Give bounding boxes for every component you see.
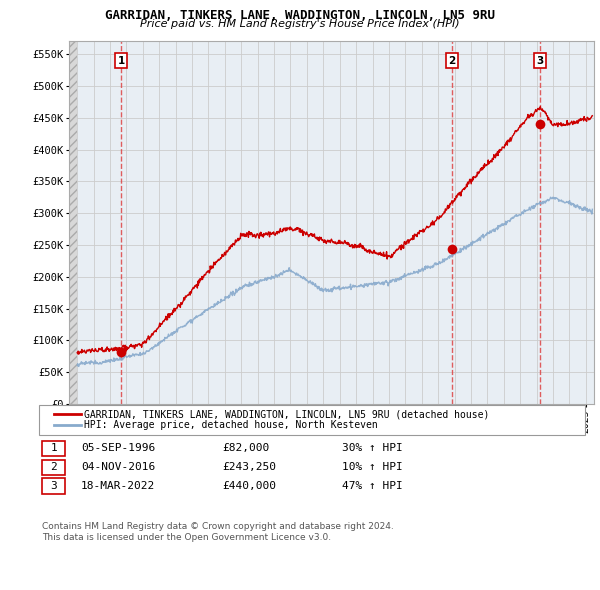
Text: 10% ↑ HPI: 10% ↑ HPI <box>342 463 403 472</box>
Text: Contains HM Land Registry data © Crown copyright and database right 2024.
This d: Contains HM Land Registry data © Crown c… <box>42 522 394 542</box>
Text: 47% ↑ HPI: 47% ↑ HPI <box>342 481 403 491</box>
Text: GARRIDAN, TINKERS LANE, WADDINGTON, LINCOLN, LN5 9RU: GARRIDAN, TINKERS LANE, WADDINGTON, LINC… <box>105 9 495 22</box>
Text: £243,250: £243,250 <box>222 463 276 472</box>
Text: 1: 1 <box>50 444 57 453</box>
Text: GARRIDAN, TINKERS LANE, WADDINGTON, LINCOLN, LN5 9RU (detached house): GARRIDAN, TINKERS LANE, WADDINGTON, LINC… <box>84 409 490 419</box>
Text: 2: 2 <box>448 56 455 66</box>
Text: £82,000: £82,000 <box>222 444 269 453</box>
Text: 1: 1 <box>118 56 125 66</box>
Text: 3: 3 <box>50 481 57 491</box>
Text: 04-NOV-2016: 04-NOV-2016 <box>81 463 155 472</box>
Text: £440,000: £440,000 <box>222 481 276 491</box>
Text: 18-MAR-2022: 18-MAR-2022 <box>81 481 155 491</box>
Text: Price paid vs. HM Land Registry's House Price Index (HPI): Price paid vs. HM Land Registry's House … <box>140 19 460 30</box>
Bar <box>69 41 77 404</box>
Text: HPI: Average price, detached house, North Kesteven: HPI: Average price, detached house, Nort… <box>84 421 378 430</box>
Text: 05-SEP-1996: 05-SEP-1996 <box>81 444 155 453</box>
Text: 2: 2 <box>50 463 57 472</box>
Text: 30% ↑ HPI: 30% ↑ HPI <box>342 444 403 453</box>
Text: 3: 3 <box>536 56 544 66</box>
